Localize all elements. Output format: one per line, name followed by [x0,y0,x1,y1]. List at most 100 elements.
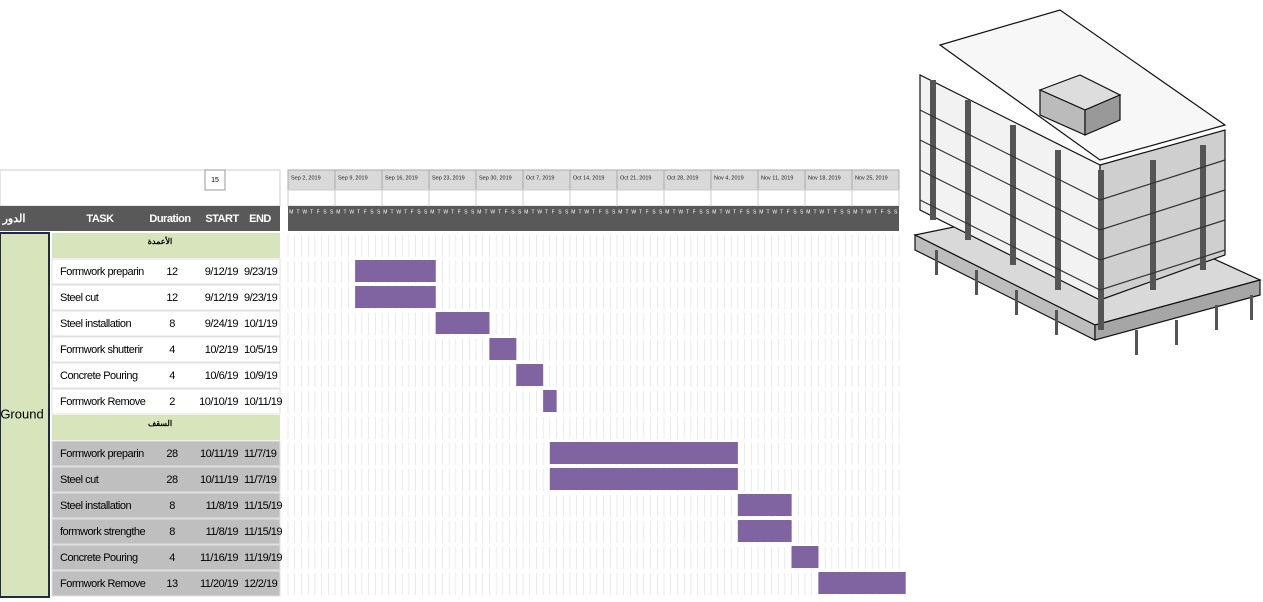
week-label: Oct 28, 2019 [667,175,699,181]
task-name: Formwork Remove [60,396,146,408]
task-end: 12/2/19 [244,578,278,590]
day-letter: S [840,209,844,215]
day-row [522,189,571,207]
day-letter: W [396,209,401,215]
day-letter: M [806,209,810,215]
day-letter: S [424,209,428,215]
task-duration: 8 [169,526,175,538]
task-row [51,284,281,311]
task-duration: 13 [166,578,178,590]
week-label: Sep 23, 2019 [432,175,465,181]
day-letter: S [706,209,710,215]
day-letter: T [592,209,595,215]
day-letter-row [805,206,852,231]
header-end: END [249,213,271,225]
day-letter: S [659,209,663,215]
task-name: Concrete Pouring [60,370,138,382]
day-letter-row [288,206,335,231]
day-letter: F [740,209,743,215]
day-letter: S [605,209,609,215]
day-letter: W [819,209,824,215]
day-letter: S [753,209,757,215]
task-start: 11/20/19 [200,578,238,590]
task-row [51,466,281,493]
task-name: Formwork Remove [60,578,146,590]
day-row [616,189,665,207]
day-letter: M [383,209,387,215]
task-name: Steel cut [60,474,99,486]
header-floor: الدور [2,213,26,225]
day-letter-row [429,206,476,231]
day-letter-row [382,206,429,231]
task-name: Steel installation [60,318,131,330]
week-label: Sep 30, 2019 [479,175,512,181]
task-row [51,258,281,285]
day-letter: S [464,209,468,215]
task-bar [737,520,792,542]
day-letter: F [787,209,790,215]
week-label: Nov 4, 2019 [714,175,744,181]
header-task: TASK [86,213,114,225]
day-letter: S [565,209,569,215]
gantt-row [288,571,899,596]
task-duration: 12 [166,266,178,278]
task-row [51,362,281,389]
week-label: Sep 9, 2019 [338,175,368,181]
task-name: formwork strengthe [60,526,146,538]
day-letter: M [430,209,434,215]
day-row [851,189,900,207]
gantt-row [288,415,899,440]
day-letter: F [317,209,320,215]
task-start: 11/8/19 [206,500,239,512]
task-bar [489,338,517,360]
task-name: Steel installation [60,500,131,512]
floor-label: Ground [0,406,43,421]
task-duration: 4 [169,552,175,564]
day-letter: M [759,209,763,215]
task-end: 9/23/19 [244,292,278,304]
task-name: Formwork preparin [60,448,144,460]
day-letter: T [344,209,347,215]
task-name: Formwork shutterir [60,344,144,356]
day-letter-row [523,206,570,231]
section-label: السقف [148,419,172,428]
task-end: 10/5/19 [244,344,278,356]
task-end: 10/9/19 [244,370,278,382]
day-letter: T [686,209,689,215]
day-letter: W [772,209,777,215]
day-letter: S [652,209,656,215]
day-row [381,189,430,207]
day-letter: T [827,209,830,215]
day-letter: F [693,209,696,215]
task-row [51,336,281,363]
day-letter: W [584,209,589,215]
day-letter: W [490,209,495,215]
gantt-row [288,363,899,388]
header-duration: Duration [149,213,191,225]
day-letter: T [720,209,723,215]
day-letter: S [800,209,804,215]
task-start: 9/12/19 [205,266,239,278]
gantt-row [288,311,899,336]
day-letter: T [780,209,783,215]
day-letter: W [349,209,354,215]
day-letter-row [335,206,382,231]
task-row [51,518,281,545]
day-letter: T [814,209,817,215]
week-label: Oct 7, 2019 [526,175,554,181]
task-duration: 8 [169,318,175,330]
task-bar [435,312,490,334]
task-end: 10/1/19 [244,318,278,330]
day-letter: T [673,209,676,215]
day-letter: S [847,209,851,215]
day-row [569,189,618,207]
day-letter: F [505,209,508,215]
task-end: 11/15/19 [244,500,282,512]
gantt-row [288,519,899,544]
week-label: Sep 16, 2019 [385,175,418,181]
day-letter: S [793,209,797,215]
day-letter: T [391,209,394,215]
task-duration: 8 [169,500,175,512]
day-letter: F [834,209,837,215]
